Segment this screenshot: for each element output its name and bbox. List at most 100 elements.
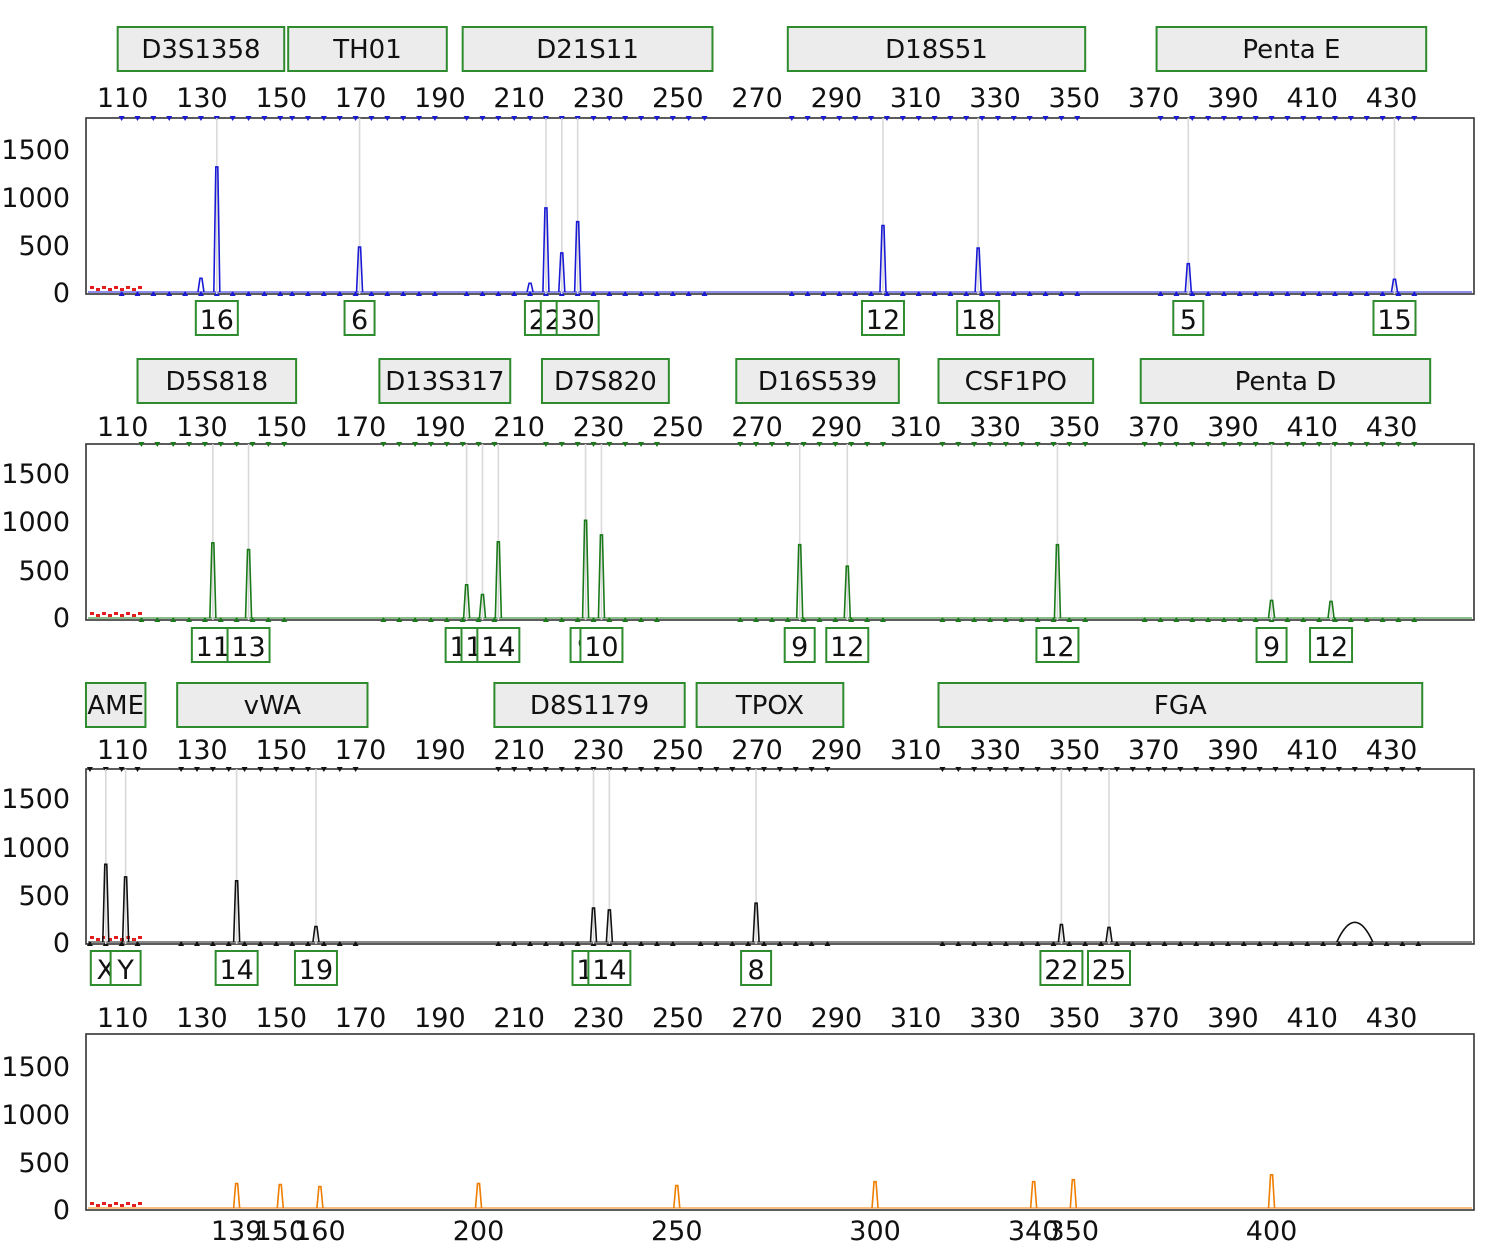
y-tick-label: 1500 bbox=[1, 1052, 70, 1083]
x-tick-label: 410 bbox=[1286, 412, 1338, 443]
x-tick-label: 370 bbox=[1128, 83, 1180, 114]
allele-box bbox=[109, 950, 142, 986]
allele-box bbox=[825, 627, 870, 663]
x-tick-label: 110 bbox=[97, 412, 149, 443]
peak bbox=[121, 876, 130, 943]
locus-box bbox=[695, 682, 845, 728]
noise-marker bbox=[126, 286, 130, 289]
noise-marker bbox=[96, 288, 100, 291]
x-tick-label: 150 bbox=[255, 735, 307, 766]
ladder-size-label: 300 bbox=[849, 1216, 901, 1247]
ladder-size-label: 350 bbox=[1048, 1216, 1100, 1247]
peak bbox=[244, 548, 253, 619]
noise-marker bbox=[96, 614, 100, 617]
x-tick-label: 290 bbox=[811, 1003, 863, 1034]
noise-marker bbox=[114, 936, 118, 939]
locus-box bbox=[136, 358, 298, 404]
peak bbox=[1390, 278, 1399, 293]
peak bbox=[1184, 262, 1193, 293]
allele-label: 15 bbox=[1377, 305, 1411, 336]
locus-label: vWA bbox=[244, 691, 302, 721]
allele-box bbox=[579, 627, 624, 663]
locus-box bbox=[937, 682, 1424, 728]
y-tick-label: 0 bbox=[53, 278, 70, 309]
peak bbox=[197, 277, 205, 293]
x-tick-label: 250 bbox=[652, 735, 704, 766]
x-tick-label: 190 bbox=[414, 735, 466, 766]
locus-label: D8S1179 bbox=[530, 691, 649, 721]
y-tick-label: 1000 bbox=[1, 1100, 70, 1131]
noise-marker bbox=[102, 1202, 106, 1205]
allele-box bbox=[555, 300, 600, 336]
peak bbox=[213, 166, 221, 293]
peak bbox=[597, 534, 606, 619]
y-tick-label: 0 bbox=[53, 928, 70, 959]
peak bbox=[557, 252, 566, 293]
locus-box bbox=[937, 358, 1095, 404]
noise-marker bbox=[132, 938, 136, 941]
x-tick-label: 130 bbox=[176, 83, 228, 114]
allele-label: 14 bbox=[481, 632, 515, 663]
peak bbox=[1327, 600, 1335, 619]
peak bbox=[871, 1180, 879, 1209]
allele-box bbox=[293, 950, 338, 986]
x-tick-label: 310 bbox=[890, 735, 942, 766]
noise-marker bbox=[108, 938, 112, 941]
locus-box bbox=[116, 26, 286, 72]
allele-label: 25 bbox=[1092, 955, 1126, 986]
x-tick-label: 350 bbox=[1049, 412, 1101, 443]
x-tick-label: 290 bbox=[811, 735, 863, 766]
noise-marker bbox=[90, 612, 94, 615]
plot-frame bbox=[85, 443, 1475, 621]
y-tick-label: 0 bbox=[53, 603, 70, 634]
noise-marker bbox=[114, 1202, 118, 1205]
noise-marker bbox=[90, 936, 94, 939]
allele-label: 5 bbox=[1180, 305, 1197, 336]
x-tick-label: 290 bbox=[811, 412, 863, 443]
peak bbox=[843, 565, 852, 619]
noise-marker bbox=[132, 1204, 136, 1207]
noise-marker bbox=[120, 288, 124, 291]
allele-box bbox=[1255, 627, 1288, 663]
peak bbox=[478, 593, 487, 619]
allele-label: 12 bbox=[1040, 632, 1074, 663]
locus-box bbox=[461, 26, 714, 72]
locus-box bbox=[84, 682, 147, 728]
locus-label: D5S818 bbox=[165, 367, 268, 397]
allele-box bbox=[1172, 300, 1205, 336]
ladder-size-label: 139 bbox=[211, 1216, 263, 1247]
locus-label: TPOX bbox=[735, 691, 804, 721]
noise-marker bbox=[90, 1202, 94, 1205]
allele-label: 9 bbox=[1263, 632, 1280, 663]
x-tick-label: 370 bbox=[1128, 412, 1180, 443]
bin-markers bbox=[788, 116, 1081, 296]
noise-marker bbox=[126, 612, 130, 615]
ladder-size-label: 250 bbox=[651, 1216, 703, 1247]
noise-marker bbox=[96, 1204, 100, 1207]
locus-label: D13S317 bbox=[385, 367, 504, 397]
allele-box bbox=[1035, 627, 1080, 663]
noise-marker bbox=[108, 1204, 112, 1207]
allele-box bbox=[1372, 300, 1417, 336]
x-tick-label: 390 bbox=[1207, 1003, 1259, 1034]
peak bbox=[316, 1185, 324, 1209]
x-tick-label: 130 bbox=[176, 735, 228, 766]
allele-label: 6 bbox=[351, 305, 368, 336]
peak bbox=[232, 1182, 241, 1209]
y-tick-label: 1000 bbox=[1, 507, 70, 538]
locus-label: FGA bbox=[1154, 691, 1207, 721]
x-tick-label: 170 bbox=[335, 735, 387, 766]
x-tick-label: 170 bbox=[335, 412, 387, 443]
x-tick-label: 390 bbox=[1207, 412, 1259, 443]
peak bbox=[1029, 1180, 1038, 1209]
bin-markers bbox=[463, 116, 708, 296]
y-tick-label: 500 bbox=[18, 556, 70, 587]
x-tick-label: 430 bbox=[1366, 1003, 1418, 1034]
bin-markers bbox=[178, 767, 359, 946]
noise-marker bbox=[102, 612, 106, 615]
x-tick-label: 270 bbox=[731, 83, 783, 114]
peak bbox=[581, 519, 590, 619]
noise-marker bbox=[138, 936, 142, 939]
locus-box bbox=[540, 358, 670, 404]
y-tick-label: 1000 bbox=[1, 183, 70, 214]
